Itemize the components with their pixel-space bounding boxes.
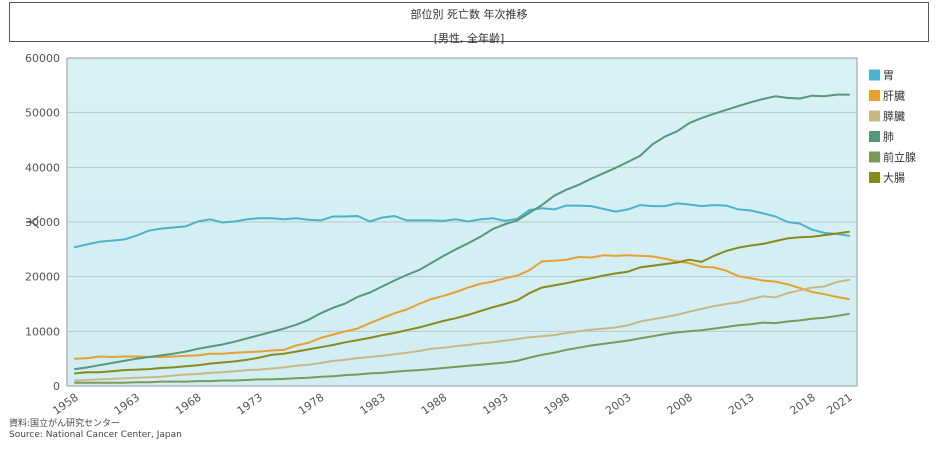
x-tick-label: 2021 [824,391,854,418]
x-tick-label: 2008 [665,391,695,418]
source-jp: 資料:国立がん研究センター [9,419,121,429]
source-en: Source: National Cancer Center, Japan [9,430,182,440]
y-tick-label: 0 [53,380,60,393]
chart-subtitle: [男性, 全年齢] [433,32,505,45]
x-tick-label: 2018 [787,391,817,418]
y-tick-label: 30000 [25,216,60,229]
y-tick-label: 40000 [25,161,60,174]
x-tick-label: 1983 [357,391,387,418]
legend-label: 肝臓 [883,90,905,103]
x-tick-label: 1963 [112,391,142,418]
y-axis: 0 10000 20000 30000 40000 50000 60000 [25,52,60,393]
legend-label: 肺 [883,131,894,144]
legend-swatch [869,69,880,81]
series-line [74,278,850,382]
chart-title: 部位別 死亡数 年次推移 [410,8,528,21]
x-tick-label: 1988 [419,391,449,418]
legend-swatch [869,110,880,122]
x-tick-label: 2013 [726,391,756,418]
legend-swatch [869,172,880,183]
legend-label: 大腸 [883,171,905,185]
footer: 資料:国立がん研究センター Source: National Cancer Ce… [9,419,182,441]
legend-swatch [869,151,880,163]
legend-label: 胃 [883,69,894,82]
y-tick-label: 60000 [25,52,60,65]
x-axis: 1958 1963 1968 1973 1978 1983 1988 1993 1998 2003… [50,391,854,418]
y-axis-label: 人 [26,215,42,229]
x-tick-label: 1978 [296,391,326,418]
x-tick-label: 2003 [603,391,633,418]
series-lines [74,93,850,384]
series-line [74,230,850,375]
series-line [74,93,850,371]
legend-label: 膵臓 [883,110,905,123]
title-box: 部位別 死亡数 年次推移 [男性, 全年齢] [9,2,929,45]
y-tick-label: 50000 [25,107,60,120]
x-tick-label: 1993 [480,391,510,418]
series-line [74,202,850,249]
x-tick-label: 1998 [542,391,572,418]
series-line [74,312,850,384]
legend-label: 前立腺 [883,150,916,164]
legend-swatch [869,131,880,142]
y-tick-label: 10000 [25,325,60,338]
y-tick-label: 20000 [25,271,60,284]
legend-swatch [869,90,880,101]
series-line [74,254,850,360]
x-tick-label: 1973 [235,391,265,418]
x-tick-label: 1958 [50,391,80,418]
x-tick-label: 1968 [173,391,203,418]
